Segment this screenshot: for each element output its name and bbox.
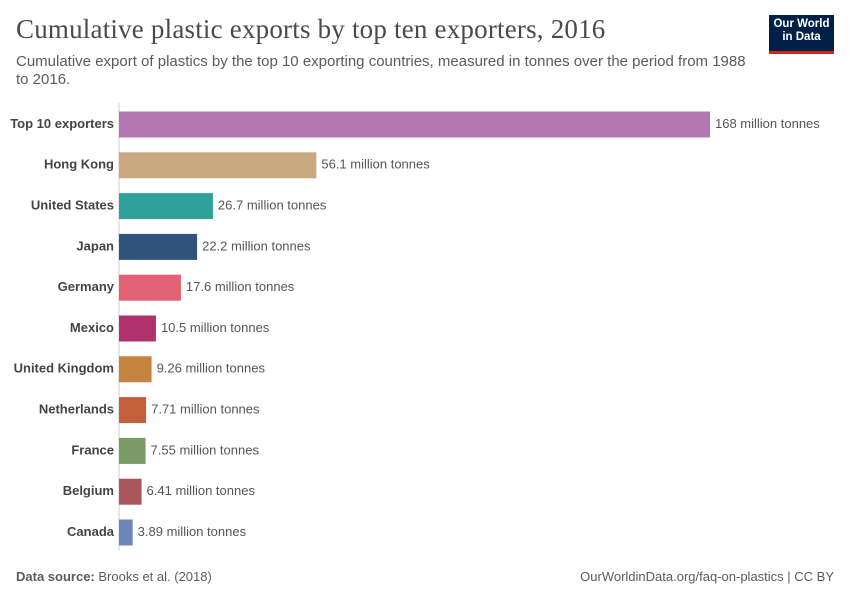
source: Brooks et al. (2018) <box>98 569 212 584</box>
chart-title: Cumulative plastic exports by top ten ex… <box>16 14 606 44</box>
value-label: 9.26 million tonnes <box>157 361 266 376</box>
source-label: Data source: <box>16 569 95 584</box>
bar <box>119 152 317 179</box>
bar <box>119 193 213 220</box>
category-label: Germany <box>58 279 115 294</box>
logo-text: in Data <box>782 31 821 43</box>
bar <box>119 437 146 464</box>
category-label: Belgium <box>63 483 114 498</box>
value-label: 7.55 million tonnes <box>151 442 260 457</box>
category-label: Canada <box>67 524 115 539</box>
bar <box>119 478 142 505</box>
category-label: France <box>71 442 114 457</box>
value-label: 6.41 million tonnes <box>147 483 256 498</box>
value-label: 168 million tonnes <box>715 116 820 131</box>
category-label: Mexico <box>70 320 114 335</box>
bar <box>119 356 152 383</box>
value-label: 22.2 million tonnes <box>202 238 311 253</box>
value-label: 56.1 million tonnes <box>321 157 430 172</box>
bar <box>119 315 156 342</box>
chart-subtitle: Cumulative export of plastics by the top… <box>16 53 746 88</box>
value-label: 7.71 million tonnes <box>151 402 260 417</box>
bar <box>119 274 181 301</box>
category-label: United States <box>31 198 114 213</box>
category-label: Netherlands <box>39 402 114 417</box>
footer-link[interactable]: OurWorldinData.org/faq-on-plastics | CC … <box>580 569 834 584</box>
source-note: Data source: Brooks et al. (2018) <box>16 569 212 584</box>
value-label: 26.7 million tonnes <box>218 198 327 213</box>
category-label: Top 10 exporters <box>10 116 114 131</box>
category-label: United Kingdom <box>14 361 114 376</box>
logo[interactable]: Our World in Data <box>769 15 834 54</box>
logo-text: Our World <box>773 18 830 30</box>
bar <box>119 111 710 138</box>
category-label: Hong Kong <box>44 157 114 172</box>
category-label: Japan <box>76 238 114 253</box>
bar <box>119 519 133 546</box>
value-label: 10.5 million tonnes <box>161 320 270 335</box>
bar <box>119 397 147 424</box>
bar <box>119 233 198 260</box>
value-label: 3.89 million tonnes <box>138 524 247 539</box>
value-label: 17.6 million tonnes <box>186 279 295 294</box>
